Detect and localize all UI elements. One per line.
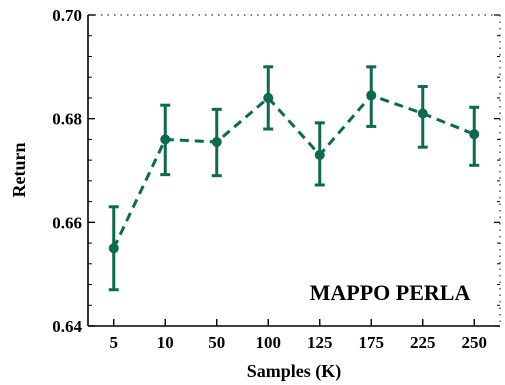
x-tick-label: 5	[110, 333, 119, 352]
x-tick-label: 225	[410, 333, 436, 352]
y-tick-label: 0.70	[52, 6, 82, 25]
y-tick-label: 0.66	[52, 213, 82, 232]
data-point	[211, 136, 222, 147]
x-tick-label: 50	[208, 333, 225, 352]
data-point	[263, 92, 274, 103]
y-tick-label: 0.68	[52, 110, 82, 129]
x-tick-label: 175	[359, 333, 385, 352]
data-point	[417, 108, 428, 119]
data-point	[469, 129, 480, 140]
x-axis-label: Samples (K)	[247, 361, 342, 382]
chart-annotation: MAPPO PERLA	[310, 280, 471, 305]
data-point	[108, 243, 119, 254]
y-axis-label: Return	[9, 143, 29, 198]
x-tick-label: 125	[307, 333, 333, 352]
y-tick-label: 0.64	[52, 317, 82, 336]
x-tick-label: 100	[256, 333, 282, 352]
x-tick-label: 10	[157, 333, 174, 352]
series-line	[112, 93, 475, 249]
data-point	[314, 149, 325, 160]
x-tick-label: 250	[462, 333, 488, 352]
data-point	[160, 134, 171, 145]
data-point	[366, 90, 377, 101]
